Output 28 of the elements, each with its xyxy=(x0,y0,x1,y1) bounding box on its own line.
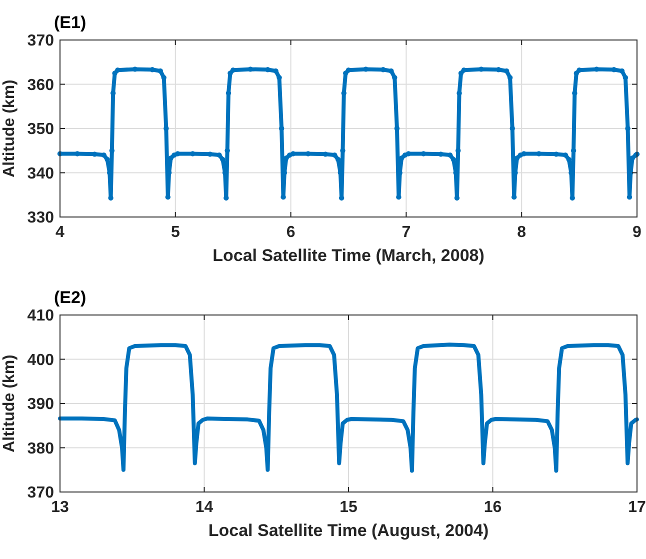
x-tick-label: 7 xyxy=(402,224,411,241)
line-series xyxy=(58,342,639,473)
y-tick-label: 390 xyxy=(27,396,54,414)
chart-title: (E1) xyxy=(54,13,86,32)
x-axis-title: Local Satellite Time (March, 2008) xyxy=(212,246,484,265)
y-tick-label: 410 xyxy=(27,308,54,325)
x-tick-label: 14 xyxy=(195,499,214,516)
y-tick-label: 380 xyxy=(27,440,54,458)
x-tick-label: 4 xyxy=(56,224,65,241)
x-axis-title: Local Satellite Time (August, 2004) xyxy=(208,521,489,540)
chart-title: (E2) xyxy=(54,288,86,307)
x-tick-label: 8 xyxy=(517,224,526,241)
x-tick-label: 9 xyxy=(632,224,642,241)
x-tick-label: 17 xyxy=(628,499,646,516)
x-tick-label: 16 xyxy=(484,499,502,516)
y-tick-label: 400 xyxy=(27,352,54,369)
y-tick-label: 370 xyxy=(27,484,54,502)
y-tick-label: 350 xyxy=(27,121,54,138)
x-tick-label: 6 xyxy=(286,224,296,241)
x-tick-label: 15 xyxy=(340,499,358,516)
y-axis-title: Altitude (km) xyxy=(1,354,18,452)
y-axis-title: Altitude (km) xyxy=(1,80,18,178)
y-tick-label: 360 xyxy=(27,76,54,94)
y-tick-label: 340 xyxy=(27,165,54,182)
y-tick-label: 330 xyxy=(27,210,54,227)
y-tick-label: 370 xyxy=(27,32,54,50)
x-tick-label: 13 xyxy=(51,499,69,516)
x-tick-label: 5 xyxy=(170,224,180,241)
